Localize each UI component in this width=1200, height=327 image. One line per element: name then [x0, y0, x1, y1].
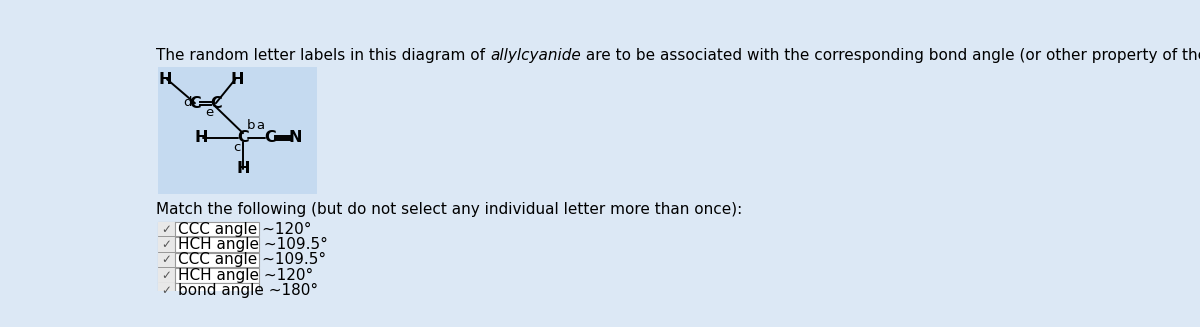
Bar: [157, 268, 258, 283]
Text: ✓: ✓: [161, 253, 172, 267]
Text: allylcyanide: allylcyanide: [490, 48, 581, 63]
Text: C: C: [238, 130, 248, 145]
Text: are to be associated with the corresponding bond angle (or other property of the: are to be associated with the correspond…: [581, 48, 1200, 63]
Text: C: C: [264, 130, 276, 145]
Bar: [157, 237, 258, 252]
Text: C: C: [190, 96, 200, 111]
Text: b: b: [246, 119, 256, 132]
Text: H: H: [230, 72, 244, 87]
Text: Match the following (but do not select any individual letter more than once):: Match the following (but do not select a…: [156, 202, 743, 217]
Text: H: H: [236, 161, 250, 176]
Bar: [157, 237, 175, 252]
Text: CCC angle ~120°: CCC angle ~120°: [178, 221, 312, 236]
Text: c: c: [233, 141, 240, 154]
Bar: [157, 283, 258, 298]
Bar: [157, 268, 175, 283]
Bar: [157, 222, 258, 236]
Text: bond angle ~180°: bond angle ~180°: [178, 283, 318, 298]
Text: C: C: [210, 96, 222, 111]
Text: e: e: [205, 106, 214, 119]
Text: d: d: [182, 96, 192, 109]
Text: N: N: [289, 130, 302, 145]
Text: H: H: [194, 130, 208, 145]
Text: HCH angle ~109.5°: HCH angle ~109.5°: [178, 237, 328, 252]
Bar: [157, 222, 175, 236]
Text: a: a: [256, 119, 264, 132]
Text: H: H: [158, 72, 173, 87]
Text: CCC angle ~109.5°: CCC angle ~109.5°: [178, 252, 326, 267]
Text: ✓: ✓: [161, 284, 172, 297]
Bar: [157, 252, 175, 267]
Text: ✓: ✓: [161, 223, 172, 235]
Bar: [157, 252, 258, 267]
Text: HCH angle ~120°: HCH angle ~120°: [178, 268, 313, 283]
Bar: [157, 67, 317, 194]
Text: ✓: ✓: [161, 238, 172, 251]
Text: ✓: ✓: [161, 269, 172, 282]
Text: The random letter labels in this diagram of: The random letter labels in this diagram…: [156, 48, 490, 63]
Bar: [157, 283, 175, 298]
